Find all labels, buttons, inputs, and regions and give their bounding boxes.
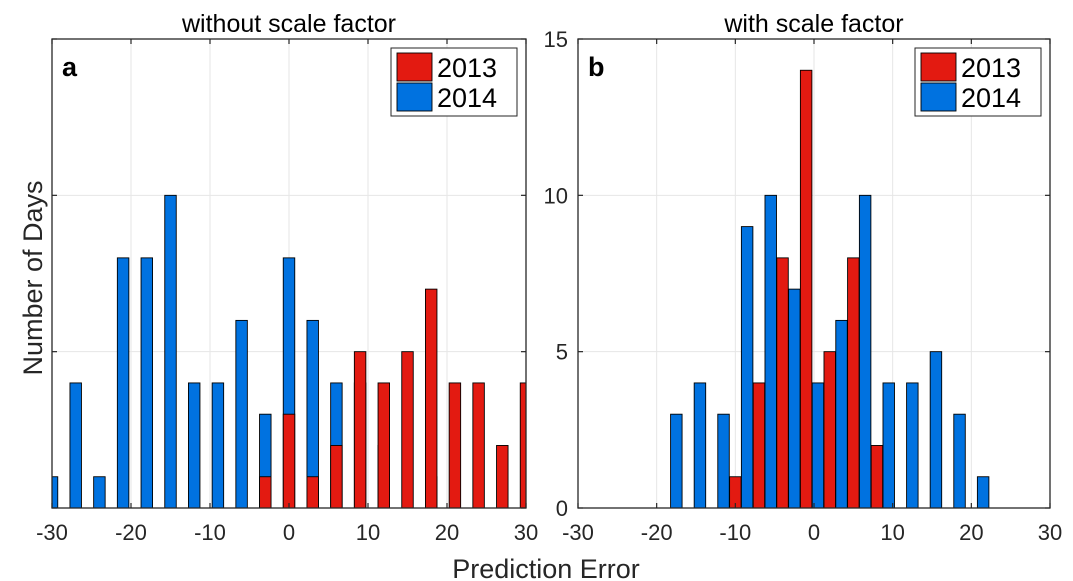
bar-2014-b: [811, 382, 825, 509]
x-axis-label: Prediction Error: [452, 554, 640, 581]
bar-2013-a: [496, 445, 509, 509]
x-tick-label: -30: [36, 520, 68, 545]
legend-swatch-2013: [396, 52, 433, 82]
bar-2013-a: [519, 382, 527, 509]
bar-2014-a: [69, 382, 82, 509]
bar-2013-b: [870, 445, 884, 509]
bar-2014-b: [740, 226, 754, 509]
bar-2013-a: [306, 476, 319, 509]
bar-2013-b: [847, 257, 860, 509]
bar-2013-b: [823, 351, 836, 509]
legend-swatch-2014: [920, 82, 957, 112]
bar-2014-a: [235, 319, 248, 509]
legend-swatch-2013: [920, 52, 957, 82]
y-tick-label: 0: [556, 496, 568, 521]
panel-a-title: without scale factor: [181, 10, 396, 38]
bar-2014-b: [670, 413, 683, 509]
panel-b-title: with scale factor: [723, 10, 903, 38]
bar-2013-a: [353, 351, 367, 509]
bar-2013-a: [401, 351, 414, 509]
bar-2013-a: [472, 382, 485, 509]
bar-2013-a: [330, 445, 343, 509]
y-tick-label: 5: [556, 340, 568, 365]
x-tick-label: 0: [283, 520, 295, 545]
bar-2013-a: [377, 382, 390, 509]
bar-2014-b: [929, 351, 943, 509]
bar-2013-b: [799, 69, 813, 509]
bar-2014-b: [953, 413, 966, 509]
x-tick-label: 10: [356, 520, 380, 545]
x-tick-label: -10: [719, 520, 751, 545]
bar-2014-a: [211, 382, 225, 509]
bar-2014-a: [93, 476, 106, 509]
legend-label-2013: 2013: [437, 53, 497, 83]
bar-2014-b: [693, 382, 707, 509]
bar-2014-b: [882, 382, 895, 509]
bar-2014-b: [764, 194, 777, 509]
x-tick-label: 30: [514, 520, 538, 545]
bar-2013-a: [259, 476, 272, 509]
bar-2013-b: [752, 382, 766, 509]
bar-2013-a: [282, 413, 296, 509]
bar-2014-a: [116, 257, 130, 509]
panel-a-label: a: [62, 52, 78, 82]
bar-2014-a: [164, 194, 177, 509]
x-tick-labels-a: -30 -20 -10 0 10 20 30: [36, 520, 538, 545]
y-tick-label: 10: [544, 183, 568, 208]
x-tick-label: -20: [115, 520, 147, 545]
bar-2014-b: [717, 413, 730, 509]
bar-2014-b: [858, 194, 872, 509]
ticks-a: [51, 38, 527, 509]
y-tick-label: 15: [544, 27, 568, 52]
panel-b-label: b: [588, 52, 605, 82]
bar-2014-b: [835, 319, 848, 509]
bars-a: [51, 194, 527, 509]
x-tick-label: 30: [1038, 520, 1062, 545]
x-tick-label: 20: [959, 520, 983, 545]
x-tick-label: 10: [880, 520, 904, 545]
bar-2014-a: [51, 476, 59, 509]
bar-2014-a: [187, 382, 201, 509]
x-tick-labels-b: -30 -20 -10 0 10 20 30: [562, 520, 1062, 545]
legend-label-2014: 2014: [961, 83, 1021, 113]
panel-b: -30 -20 -10 0 10 20 30 0 5 10 15 with scale facto…: [544, 10, 1063, 545]
x-tick-label: -30: [562, 520, 594, 545]
y-axis-label: Number of Days: [18, 180, 48, 375]
bar-2014-b: [788, 288, 801, 509]
bar-2014-b: [976, 476, 990, 509]
y-tick-labels-b: 0 5 10 15: [544, 27, 568, 521]
panel-a: -30 -20 -10 0 10 20 30 without scale factor a …: [36, 10, 538, 545]
x-tick-label: 0: [808, 520, 820, 545]
x-tick-label: -20: [641, 520, 673, 545]
bar-2013-a: [425, 288, 438, 509]
bar-2013-a: [448, 382, 462, 509]
legend-swatch-2014: [396, 82, 433, 112]
legend-label-2013: 2013: [961, 53, 1021, 83]
legend-label-2014: 2014: [437, 83, 497, 113]
bars-b: [670, 69, 990, 509]
bar-2014-b: [906, 382, 919, 509]
x-tick-label: 20: [435, 520, 459, 545]
ticks-b: [577, 38, 1051, 509]
bar-2014-a: [140, 257, 154, 509]
bar-2013-b: [776, 257, 789, 509]
x-tick-label: -10: [194, 520, 226, 545]
